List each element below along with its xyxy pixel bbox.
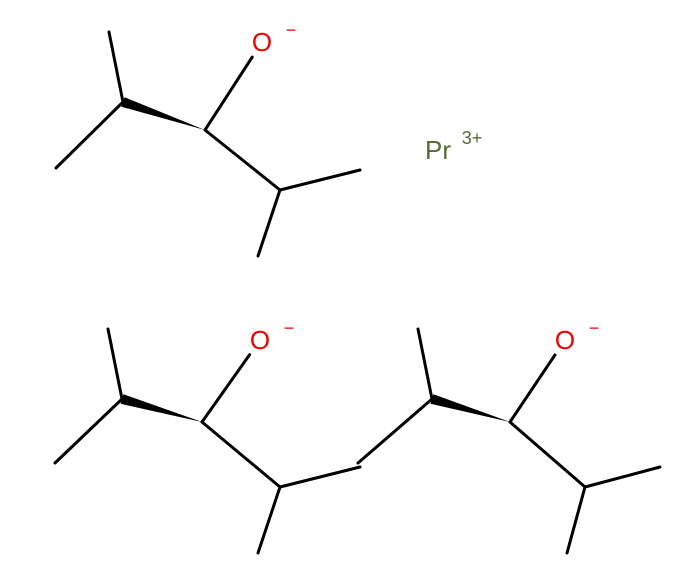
atom-O: O	[555, 325, 575, 355]
bond-wedge	[121, 97, 205, 130]
bond-single	[202, 422, 280, 487]
bond-single	[108, 329, 122, 399]
bond-single	[55, 399, 122, 463]
bond-single	[56, 102, 123, 168]
bond-single	[258, 487, 280, 553]
metal-charge: 3+	[462, 128, 483, 148]
atom-O: O	[252, 27, 272, 57]
bond-wedge	[121, 394, 202, 422]
bond-single	[280, 467, 360, 487]
bond-single	[585, 467, 660, 487]
bond-single	[205, 57, 252, 130]
bond-single	[510, 422, 585, 487]
atom-charge: −	[589, 318, 600, 338]
bond-single	[418, 329, 432, 399]
metal-symbol: Pr	[425, 135, 451, 165]
bond-single	[510, 355, 555, 422]
bond-wedge	[431, 394, 510, 422]
bond-single	[202, 355, 250, 422]
bond-single	[280, 170, 360, 190]
atom-O: O	[250, 325, 270, 355]
bond-single	[358, 399, 432, 463]
bond-single	[567, 487, 585, 553]
bond-single	[258, 190, 280, 256]
atom-charge: −	[284, 318, 295, 338]
atom-charge: −	[286, 20, 297, 40]
bond-single	[205, 130, 280, 190]
bond-single	[109, 32, 123, 102]
molecule-diagram: O−O−O−Pr3+	[0, 0, 686, 578]
